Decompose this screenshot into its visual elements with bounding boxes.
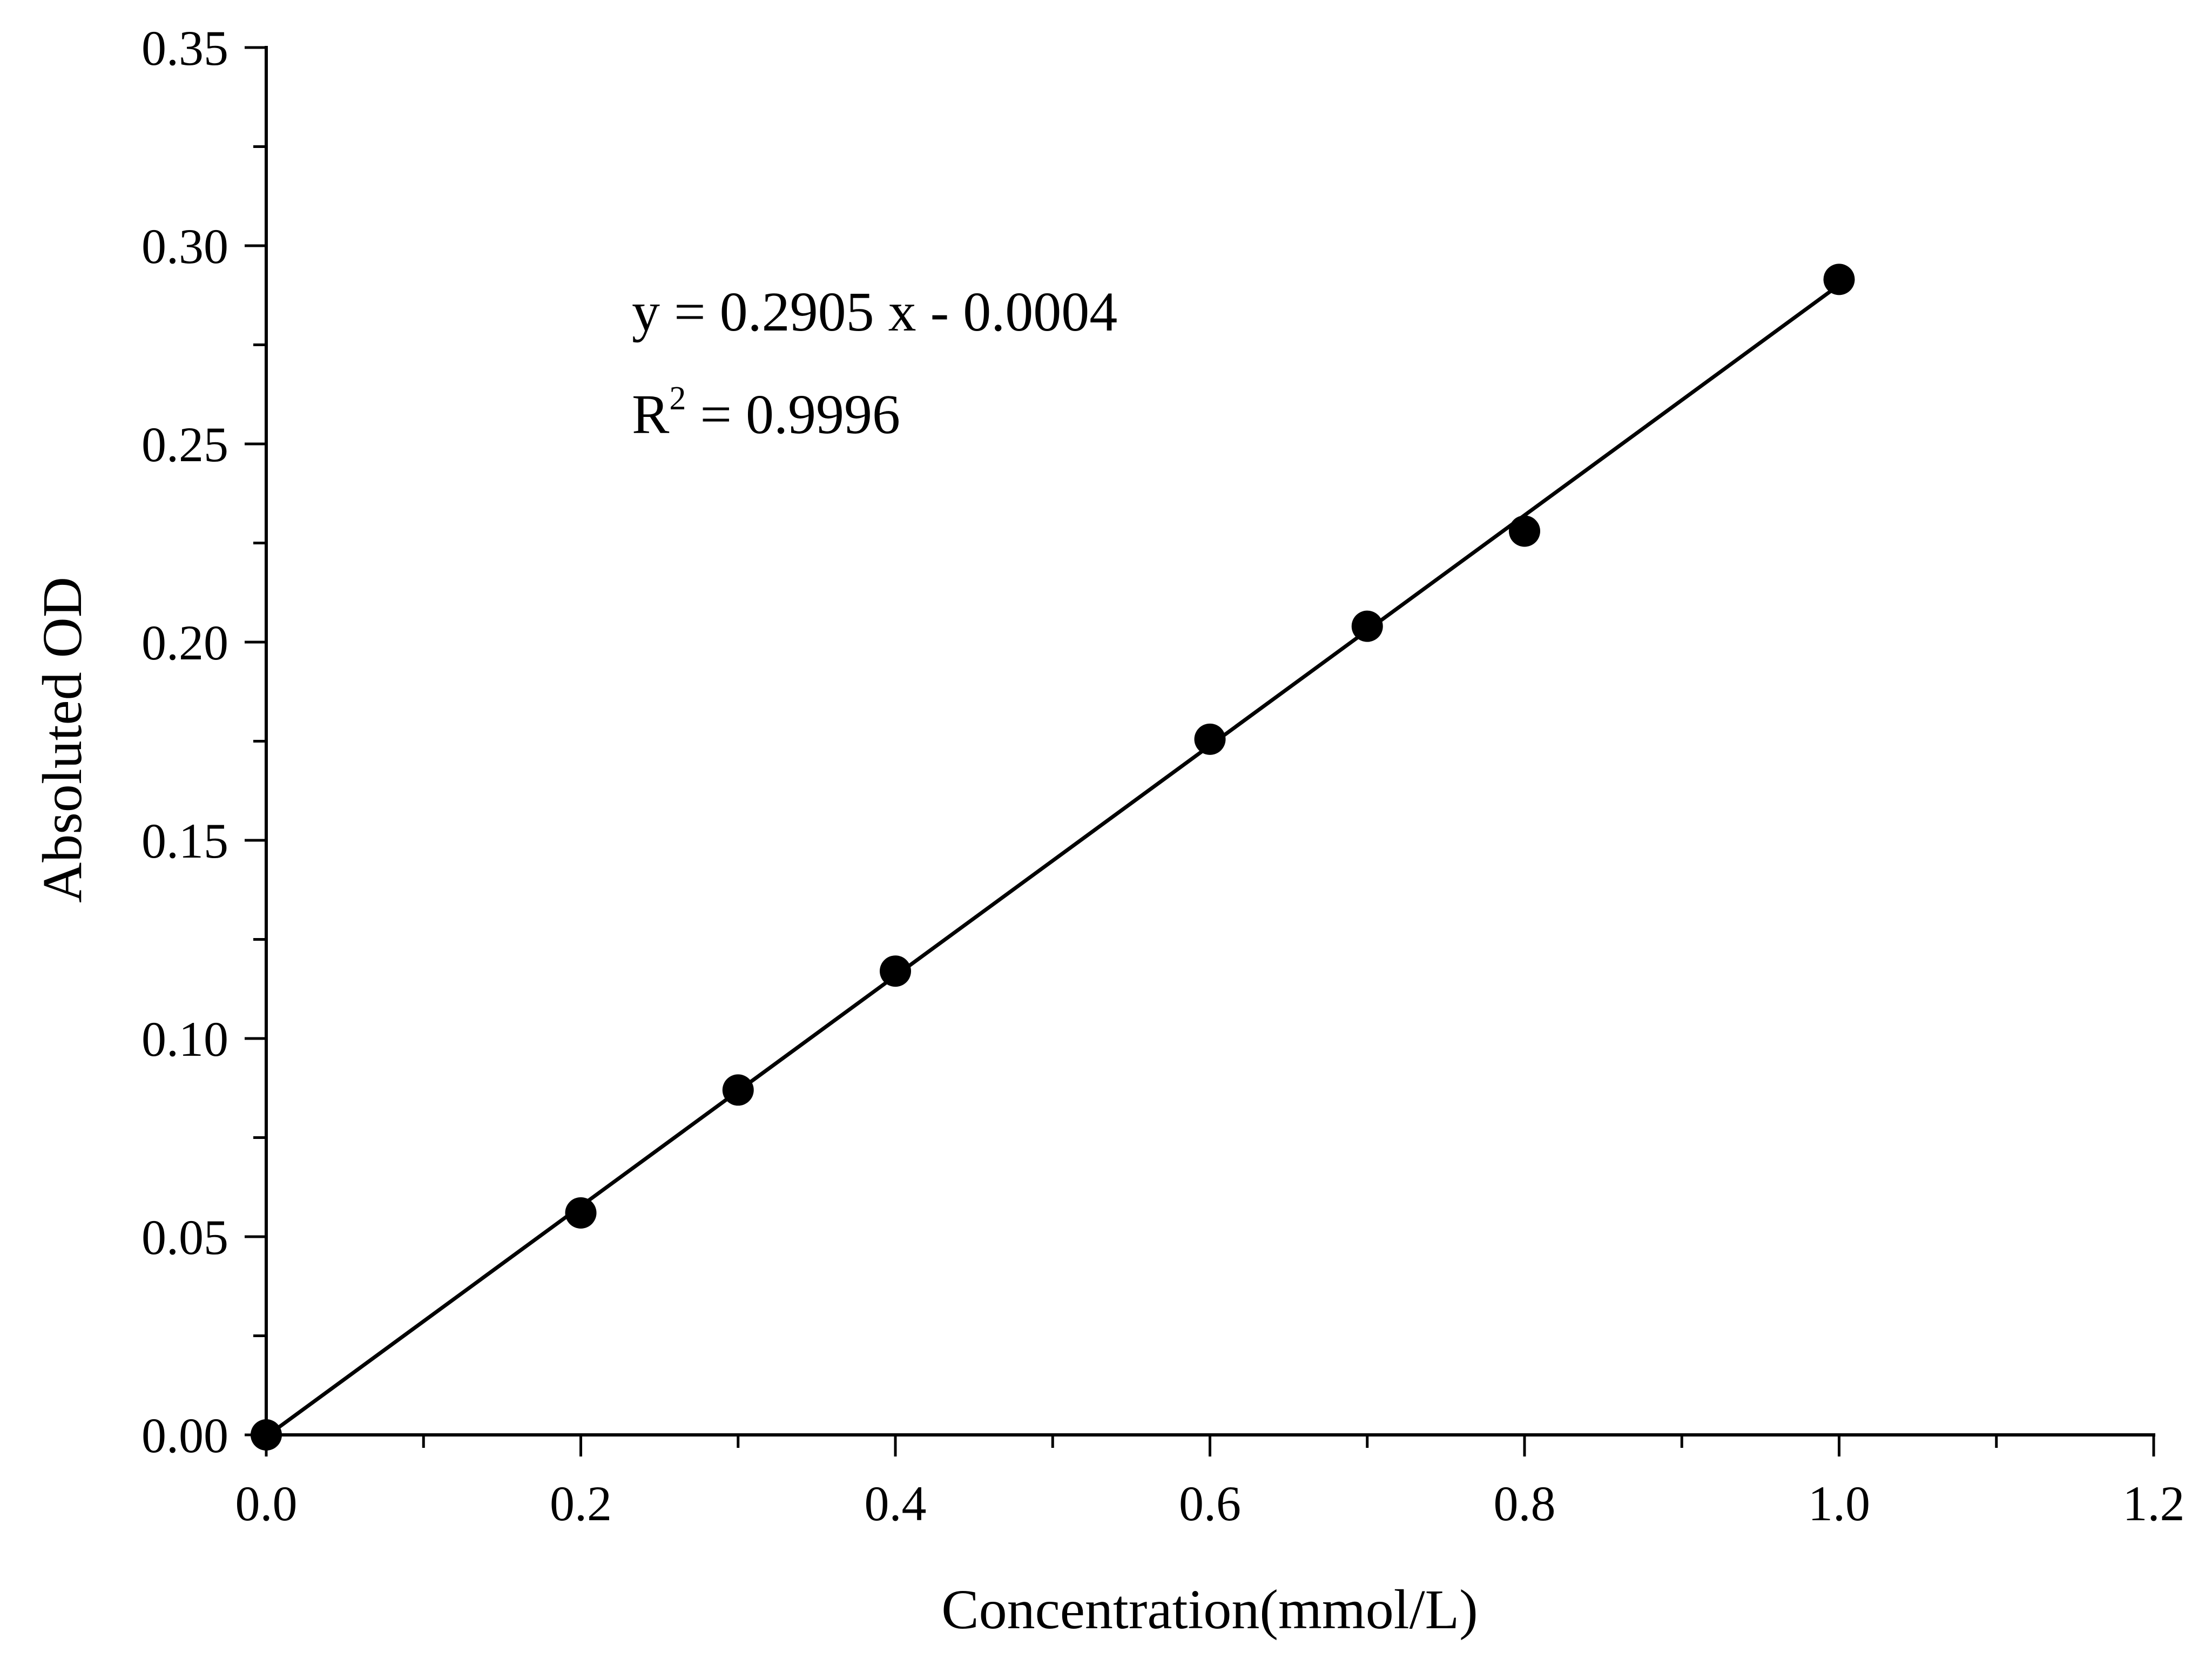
x-tick-label: 0.8 (1494, 1476, 1556, 1531)
x-tick-label: 0.0 (235, 1476, 298, 1531)
data-point (880, 955, 911, 987)
x-axis-title: Concentration(mmol/L) (941, 1579, 1478, 1641)
x-tick-label: 1.0 (1808, 1476, 1870, 1531)
y-tick-label: 0.25 (141, 417, 228, 472)
data-points (251, 264, 1855, 1451)
fit-line-group (265, 283, 1840, 1438)
y-tick-label: 0.15 (141, 813, 228, 868)
x-tick-label: 1.2 (2123, 1476, 2185, 1531)
r-squared-superscript: 2 (669, 380, 686, 417)
x-tick-label: 0.6 (1179, 1476, 1241, 1531)
y-tick-label: 0.20 (141, 615, 228, 670)
y-tick-label: 0.00 (141, 1408, 228, 1463)
fit-line (265, 283, 1840, 1438)
data-point (1509, 515, 1540, 547)
ticks: 0.0 0.2 0.4 0.6 0.8 1.0 1.2 0.00 0.05 0.10 0.15 0.2… (141, 21, 2185, 1531)
y-tick-label: 0.35 (141, 21, 228, 76)
x-tick-label: 0.4 (865, 1476, 927, 1531)
data-point (251, 1419, 282, 1451)
data-point (565, 1197, 597, 1229)
x-tick-label: 0.2 (550, 1476, 612, 1531)
data-point (1351, 610, 1383, 642)
data-point (1194, 723, 1226, 755)
data-point (1823, 264, 1855, 295)
fit-equation: y = 0.2905 x - 0.0004 (632, 281, 1117, 343)
r-squared: R2 = 0.9996 (632, 380, 900, 446)
y-axis-title: Absoluted OD (31, 577, 93, 903)
y-tick-label: 0.10 (141, 1011, 228, 1067)
r-squared-value: = 0.9996 (686, 383, 900, 446)
y-tick-label: 0.05 (141, 1210, 228, 1265)
data-point (722, 1074, 754, 1106)
y-tick-label: 0.30 (141, 219, 228, 274)
r-squared-prefix: R (632, 383, 670, 446)
